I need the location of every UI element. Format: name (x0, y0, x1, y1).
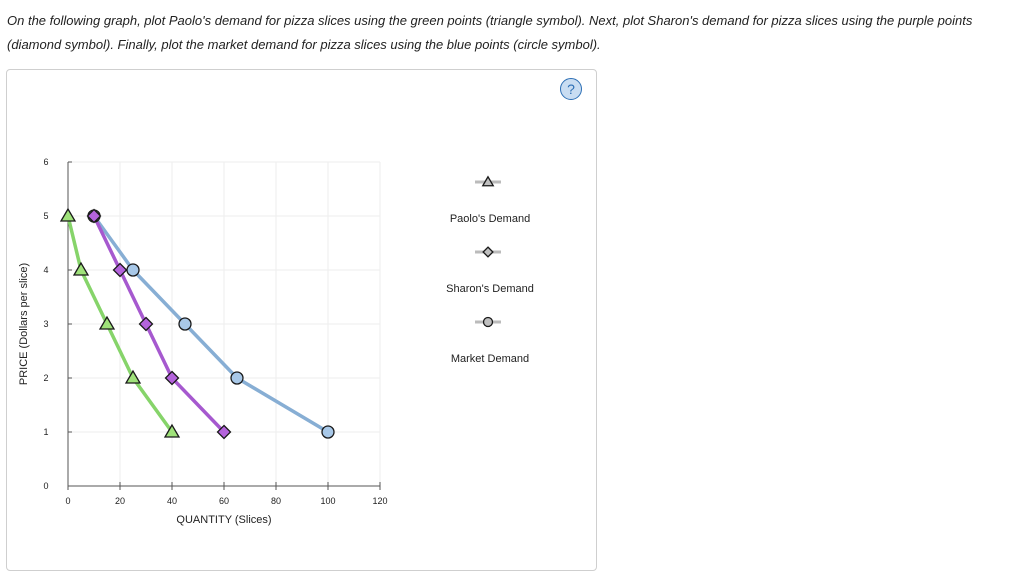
legend-market-label: Market Demand (451, 353, 529, 365)
x-tick-label: 20 (115, 496, 125, 506)
sharon-demand-point[interactable] (86, 208, 102, 224)
market-demand-point[interactable] (126, 263, 140, 277)
y-tick-label: 6 (43, 157, 48, 167)
x-tick-label: 40 (167, 496, 177, 506)
x-tick-label: 60 (219, 496, 229, 506)
sharon-demand-point[interactable] (112, 262, 128, 278)
y-tick-label: 3 (43, 319, 48, 329)
instructions-text: On the following graph, plot Paolo's dem… (7, 13, 973, 52)
market-demand-point[interactable] (321, 425, 335, 439)
x-tick-label: 80 (271, 496, 281, 506)
paolo-demand-point[interactable] (72, 261, 90, 276)
legend-sharon-label: Sharon's Demand (446, 283, 534, 295)
legend-paolo-marker[interactable] (481, 175, 495, 187)
y-tick-label: 0 (43, 481, 48, 491)
paolo-demand-point[interactable] (59, 207, 77, 222)
y-tick-label: 1 (43, 427, 48, 437)
y-tick-label: 4 (43, 265, 48, 275)
market-demand-point[interactable] (230, 371, 244, 385)
x-tick-label: 100 (320, 496, 335, 506)
paolo-demand-point[interactable] (124, 369, 142, 384)
legend-sharon-marker[interactable] (482, 246, 494, 258)
legend-paolo-label: Paolo's Demand (450, 213, 530, 225)
sharon-demand-point[interactable] (164, 370, 180, 386)
x-tick-label: 0 (65, 496, 70, 506)
sharon-demand-point[interactable] (216, 424, 232, 440)
legend-market-marker[interactable] (482, 316, 494, 328)
paolo-demand-point[interactable] (98, 315, 116, 330)
x-axis-label: QUANTITY (Slices) (176, 514, 271, 526)
sharon-demand-point[interactable] (138, 316, 154, 332)
paolo-demand-point[interactable] (163, 423, 181, 438)
y-axis-label: PRICE (Dollars per slice) (18, 263, 30, 385)
help-button[interactable]: ? (560, 78, 582, 100)
market-demand-point[interactable] (178, 317, 192, 331)
y-tick-label: 2 (43, 373, 48, 383)
series (59, 207, 335, 440)
legend: Paolo's Demand Sharon's Demand Market Dema… (446, 175, 534, 365)
question-icon: ? (567, 81, 575, 97)
y-tick-label: 5 (43, 211, 48, 221)
x-tick-label: 120 (372, 496, 387, 506)
